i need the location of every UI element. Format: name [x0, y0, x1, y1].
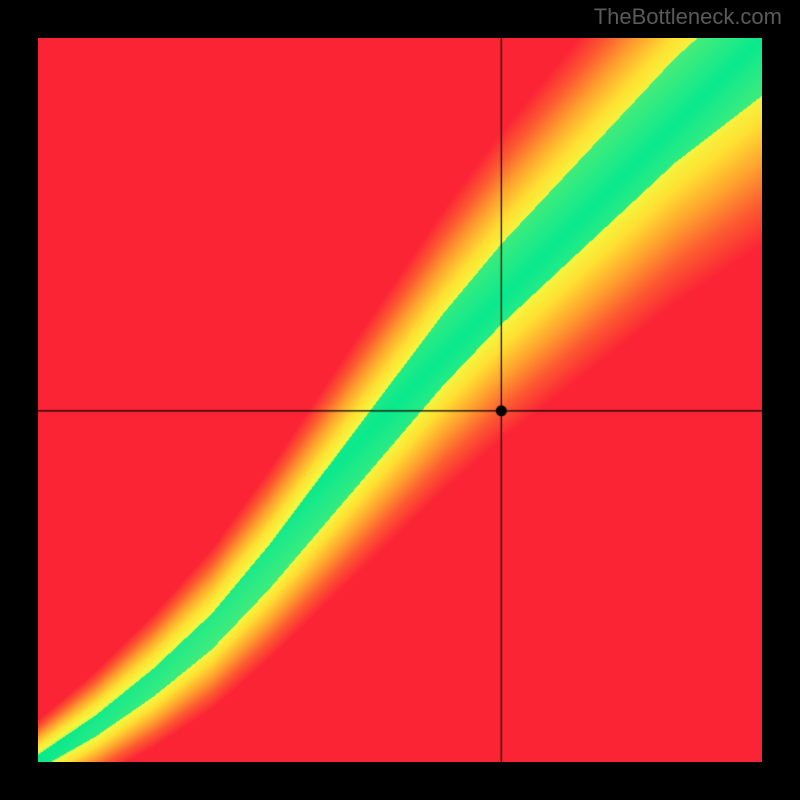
heatmap-plot — [38, 38, 762, 762]
heatmap-canvas — [38, 38, 762, 762]
attribution-text: TheBottleneck.com — [594, 4, 782, 30]
chart-container: TheBottleneck.com — [0, 0, 800, 800]
